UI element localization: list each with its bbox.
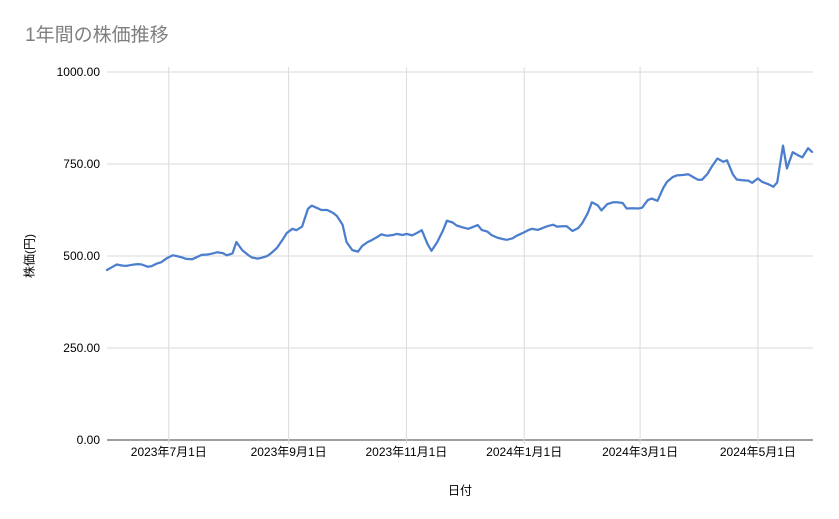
chart-title: 1年間の株価推移 xyxy=(25,25,169,46)
x-tick-label: 2023年7月1日 xyxy=(131,445,207,459)
y-tick-label: 500.00 xyxy=(63,249,100,263)
x-axis-title: 日付 xyxy=(447,483,473,498)
y-tick-label: 1000.00 xyxy=(57,65,101,79)
x-tick-label: 2023年9月1日 xyxy=(251,445,327,459)
x-tick-label: 2024年5月1日 xyxy=(720,445,796,459)
price-line-series xyxy=(105,144,814,272)
y-tick-label: 0.00 xyxy=(77,433,101,447)
x-tick-label: 2023年11月1日 xyxy=(365,445,447,459)
x-tick-label: 2024年1月1日 xyxy=(486,445,562,459)
y-tick-label: 750.00 xyxy=(63,157,100,171)
y-tick-label: 250.00 xyxy=(63,341,100,355)
x-tick-label: 2024年3月1日 xyxy=(602,445,678,459)
